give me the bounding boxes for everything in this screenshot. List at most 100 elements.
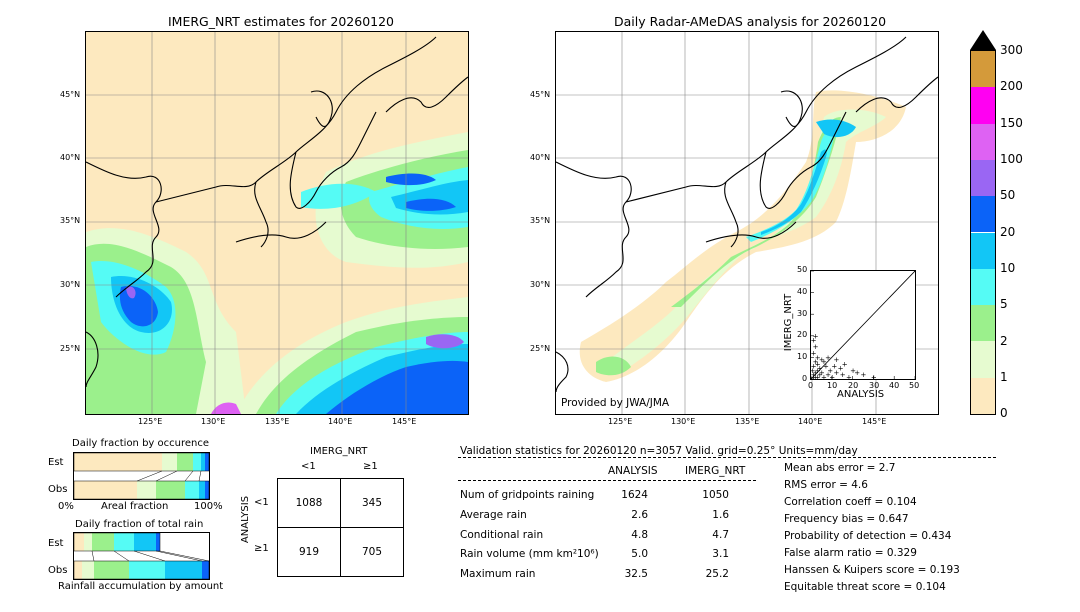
scatter-point: + (817, 365, 823, 373)
colorbar-label: 1 (1000, 370, 1008, 384)
scatter-point: + (829, 373, 835, 379)
total-rain-title: Daily fraction of total rain (75, 519, 204, 530)
right-lat-tick-45: 45°N (530, 90, 551, 99)
colorbar-label: 50 (1000, 188, 1016, 202)
scatter-inset: + + + + + + + + + + + + + + + + + + + + + + + + + + + + + + + + + + + + + (810, 270, 916, 381)
occurrence-obs-label: Obs (48, 484, 68, 495)
scatter-x-tick: 20 (848, 381, 859, 390)
score-line: False alarm ratio = 0.329 (784, 547, 917, 559)
occurrence-title: Daily fraction by occurence (72, 438, 210, 449)
scatter-plot: ++++++++++++++ + +++ +++++++ +++ + +++++++ + (810, 270, 916, 381)
stat-analysis: 32.5 (624, 568, 648, 580)
scatter-point: + (811, 363, 817, 371)
scatter-point: + (831, 363, 837, 371)
scatter-point: + (813, 343, 819, 351)
stat-label: Conditional rain (460, 529, 544, 541)
score-line: Mean abs error = 2.7 (784, 462, 896, 474)
scatter-point: + (813, 373, 819, 379)
scatter-point: + (825, 371, 831, 379)
scatter-point: + (842, 360, 848, 368)
stat-label: Num of gridpoints raining (460, 489, 595, 501)
score-line: Hanssen & Kuipers score = 0.193 (784, 564, 960, 576)
colorbar-label: 100 (1000, 152, 1023, 166)
scatter-point: + (833, 356, 839, 364)
stat-label: Average rain (460, 509, 527, 521)
scatter-x-tick: 50 (909, 381, 920, 390)
colorbar-segment (971, 232, 995, 269)
scatter-point: + (811, 371, 817, 379)
colorbar-segment (971, 268, 995, 306)
scatter-point: + (815, 354, 821, 362)
scatter-ylabel: IMERG_NRT (783, 293, 795, 352)
colorbar-label: 2 (1000, 334, 1008, 348)
contingency-side-label: ANALYSIS (240, 495, 252, 544)
score-line: RMS error = 4.6 (784, 479, 868, 491)
scatter-point: + (815, 373, 821, 379)
left-lon-tick-145: 145°E (392, 417, 417, 426)
left-lon-tick-125: 125°E (138, 417, 163, 426)
scatter-x-tick: 0 (808, 381, 814, 390)
scatter-point: + (813, 358, 819, 366)
scatter-point: + (871, 373, 877, 379)
scatter-y-tick: 10 (797, 352, 808, 361)
stat-imerg: 25.2 (705, 568, 729, 580)
scatter-point: + (815, 367, 821, 375)
right-lon-tick-130: 130°E (671, 417, 696, 426)
stat-label: Maximum rain (460, 568, 536, 580)
scatter-point: + (813, 369, 819, 377)
colorbar-segment (971, 51, 995, 88)
occurrence-chart (73, 452, 210, 500)
colorbar-segment (971, 123, 995, 160)
occurrence-axis-label: Areal fraction (101, 501, 169, 512)
left-lat-tick-35: 35°N (60, 216, 81, 225)
stat-imerg: 4.7 (712, 529, 729, 541)
contingency-row-ge1: ≥1 (254, 543, 269, 554)
total-rain-footer: Rainfall accumulation by amount (58, 581, 224, 592)
scatter-point: + (827, 367, 833, 375)
score-line: Correlation coeff = 0.104 (784, 496, 917, 508)
scatter-point: + (821, 358, 827, 366)
occurrence-axis-right: 100% (194, 501, 223, 512)
scatter-point: + (817, 371, 823, 379)
score-line: Probability of detection = 0.434 (784, 530, 952, 542)
scatter-point: + (850, 367, 856, 375)
scatter-point: + (846, 373, 852, 379)
contingency-cell: 345 (340, 478, 404, 528)
data-credit: Provided by JWA/JMA (561, 397, 670, 409)
scatter-point: + (861, 371, 867, 379)
scatter-y-tick: 40 (797, 287, 808, 296)
scatter-point: + (825, 354, 831, 362)
stat-imerg: 1.6 (712, 509, 729, 521)
colorbar-segment (971, 196, 995, 233)
occurrence-est-label: Est (48, 457, 64, 468)
colorbar-label: 20 (1000, 225, 1016, 239)
right-lat-tick-25: 25°N (530, 344, 551, 353)
scatter-x-tick: 30 (869, 381, 880, 390)
right-lon-tick-145: 145°E (862, 417, 887, 426)
scatter-point: + (819, 356, 825, 364)
scatter-point: + (811, 373, 817, 379)
col-analysis-header: ANALYSIS (608, 465, 658, 477)
stat-imerg: 1050 (702, 489, 729, 501)
right-lon-tick-140: 140°E (798, 417, 823, 426)
colorbar-label: 5 (1000, 297, 1008, 311)
scatter-y-tick: 50 (797, 265, 808, 274)
scatter-point: + (833, 369, 839, 377)
total-rain-est-label: Est (48, 538, 64, 549)
scatter-point: + (815, 360, 821, 368)
scatter-point: + (838, 365, 844, 373)
colorbar-label: 10 (1000, 261, 1016, 275)
colorbar-label: 0 (1000, 406, 1008, 420)
scatter-point: + (854, 369, 860, 377)
scatter-y-tick: 30 (797, 309, 808, 318)
scatter-point: + (811, 337, 817, 345)
one-to-one-line (810, 270, 916, 380)
colorbar-label: 300 (1000, 43, 1023, 57)
total-rain-obs-label: Obs (48, 565, 68, 576)
contingency-cell: 1088 (277, 478, 341, 528)
scatter-point: + (823, 363, 829, 371)
contingency-table: 1088 345 919 705 (277, 478, 404, 577)
stat-imerg: 3.1 (712, 548, 729, 560)
stat-analysis: 2.6 (631, 509, 648, 521)
scatter-y-tick: 20 (797, 330, 808, 339)
